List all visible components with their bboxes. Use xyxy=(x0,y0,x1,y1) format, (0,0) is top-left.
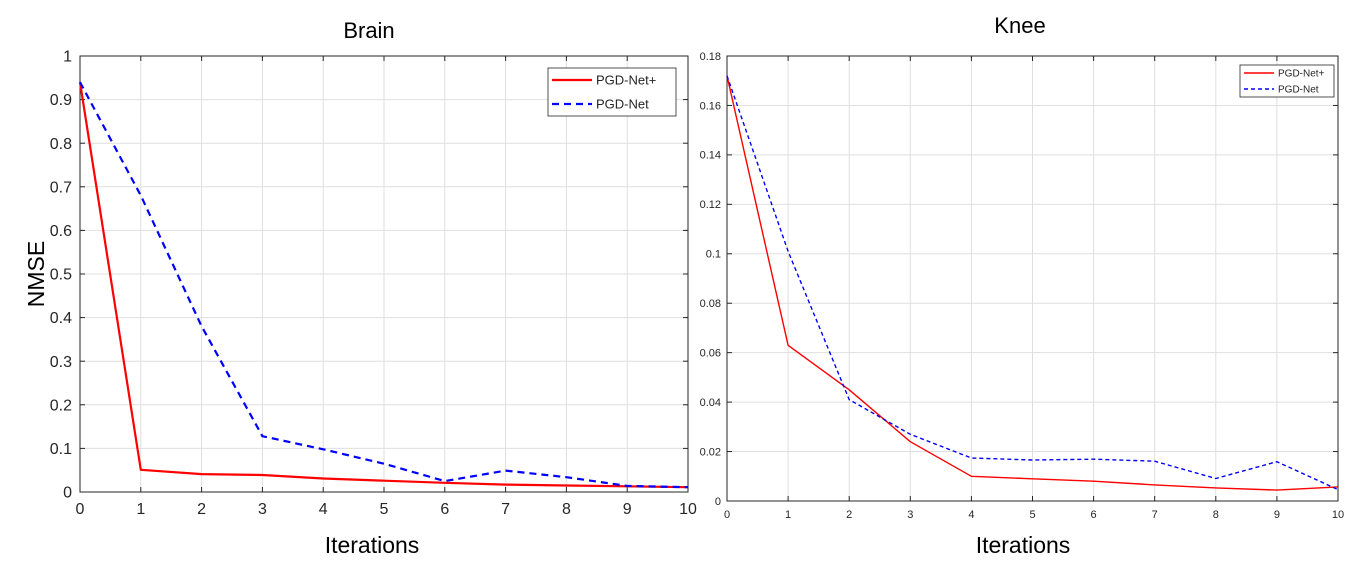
brain-x-tick-label: 0 xyxy=(76,501,85,518)
brain-x-tick-label: 7 xyxy=(501,501,510,518)
brain-x-tick-label: 10 xyxy=(679,501,697,518)
knee-x-tick-label: 10 xyxy=(1332,509,1344,521)
knee-series-pgd-net--line xyxy=(726,75,1339,491)
brain-y-tick-label: 0.2 xyxy=(50,397,72,414)
brain-y-tick-label: 0.1 xyxy=(50,441,72,458)
brain-y-tick-label: 0 xyxy=(63,485,72,502)
brain-x-tick-label: 3 xyxy=(258,501,267,518)
knee-series-pgd-net-line xyxy=(726,75,1339,491)
knee-x-tick-label: 9 xyxy=(1274,509,1280,521)
brain-chart-panel: Brain Iterations NMSE 0 1 2 3 4 5 6 7 8 9 10 0 0.1 0.… xyxy=(23,18,697,558)
brain-x-tick-label: 6 xyxy=(440,501,449,518)
knee-x-tick-label: 8 xyxy=(1213,509,1219,521)
knee-y-tick-label: 0.06 xyxy=(700,348,721,360)
knee-y-tick-label: 0.12 xyxy=(700,199,721,211)
brain-series-pgd-net--line xyxy=(78,82,689,489)
knee-y-tick-label: 0.1 xyxy=(706,249,721,261)
brain-x-tick-label: 9 xyxy=(623,501,632,518)
knee-y-tick-label: 0.02 xyxy=(700,446,721,458)
knee-x-tick-label: 3 xyxy=(907,509,913,521)
brain-y-tick-label: 0.8 xyxy=(50,136,72,153)
brain-y-tick-label: 1 xyxy=(63,49,72,66)
brain-y-tick-label: 0.5 xyxy=(50,267,72,284)
brain-y-tick-label: 0.3 xyxy=(50,354,72,371)
brain-x-axis-label: Iterations xyxy=(325,532,420,558)
brain-x-tick-label: 5 xyxy=(380,501,389,518)
knee-legend-label: PGD-Net xyxy=(1278,85,1319,96)
brain-legend-box xyxy=(547,67,677,117)
brain-y-axis-label: NMSE xyxy=(23,241,49,307)
knee-y-tick-label: 0 xyxy=(715,496,721,508)
knee-x-tick-label: 6 xyxy=(1091,509,1097,521)
brain-y-tick-label: 0.6 xyxy=(50,223,72,240)
knee-x-tick-label: 4 xyxy=(968,509,974,521)
brain-y-tick-label: 0.7 xyxy=(50,179,72,196)
knee-x-axis-label: Iterations xyxy=(976,532,1071,558)
knee-y-tick-label: 0.14 xyxy=(700,150,721,162)
knee-x-tick-label: 5 xyxy=(1029,509,1035,521)
knee-x-tick-label: 1 xyxy=(785,509,791,521)
knee-legend-label: PGD-Net+ xyxy=(1278,69,1325,80)
knee-x-tick-label: 0 xyxy=(724,509,730,521)
knee-x-tick-label: 7 xyxy=(1152,509,1158,521)
brain-legend-label: PGD-Net+ xyxy=(596,73,656,88)
brain-legend-label: PGD-Net xyxy=(596,97,649,112)
brain-y-tick-label: 0.4 xyxy=(50,310,72,327)
knee-y-tick-label: 0.16 xyxy=(700,100,721,112)
brain-y-tick-label: 0.9 xyxy=(50,92,72,109)
knee-y-tick-label: 0.08 xyxy=(700,298,721,310)
brain-chart-title: Brain xyxy=(343,18,394,43)
knee-y-tick-label: 0.18 xyxy=(700,51,721,63)
brain-x-tick-label: 1 xyxy=(136,501,145,518)
brain-x-tick-label: 2 xyxy=(197,501,206,518)
knee-x-tick-label: 2 xyxy=(846,509,852,521)
brain-x-tick-label: 4 xyxy=(319,501,328,518)
knee-chart-panel: Knee Iterations 0 1 2 3 4 5 6 7 8 9 10 0 0.02 0.04 0.0… xyxy=(700,13,1345,558)
brain-x-tick-label: 8 xyxy=(562,501,571,518)
knee-legend-box xyxy=(1239,64,1335,98)
knee-y-tick-label: 0.04 xyxy=(700,397,721,409)
knee-chart-title: Knee xyxy=(994,13,1045,38)
